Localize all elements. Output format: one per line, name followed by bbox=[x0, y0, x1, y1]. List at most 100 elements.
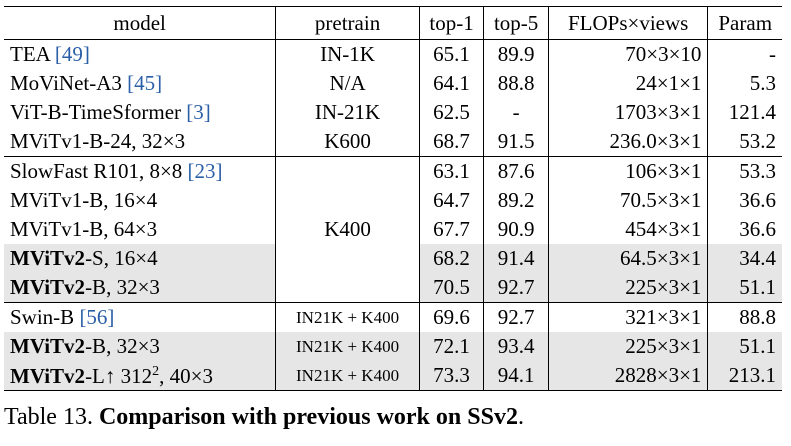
flops-cell: 70.5×3×1 bbox=[548, 186, 709, 215]
table-row: MoViNet-A3 [45] N/A 64.1 88.8 24×1×1 5.3 bbox=[4, 69, 782, 98]
citation-link[interactable]: [49] bbox=[54, 42, 90, 66]
table-row-highlighted: MViTv2-B, 32×3 IN21K + K400 72.1 93.4 22… bbox=[4, 332, 782, 361]
top5-cell: - bbox=[483, 98, 549, 127]
table-row-highlighted: MViTv2-S, 16×4 68.2 91.4 64.5×3×1 34.4 bbox=[4, 244, 782, 273]
top1-cell: 63.1 bbox=[419, 156, 485, 186]
caption-label: Table 13. bbox=[4, 404, 99, 430]
model-cell: MViTv1-B-24, 32×3 bbox=[4, 127, 277, 157]
group-1: TEA [49] IN-1K 65.1 89.9 70×3×10 - MoViN… bbox=[4, 39, 782, 157]
top5-cell: 94.1 bbox=[483, 361, 549, 391]
param-cell: 53.2 bbox=[739, 129, 776, 153]
top1-cell: 62.5 bbox=[419, 98, 485, 127]
flops-cell: 225×3×1 bbox=[548, 273, 709, 303]
superscript: 2 bbox=[152, 363, 160, 379]
param-cell: 213.1 bbox=[707, 361, 782, 391]
flops-cell: 70×3×10 bbox=[548, 39, 709, 69]
param-cell: 36.6 bbox=[739, 188, 776, 212]
pretrain-cell: IN21K + K400 bbox=[275, 332, 420, 361]
model-cell: MViTv1-B, 16×4 bbox=[4, 186, 277, 215]
header-row: model pretrain top-1 top-5 FLOPs×views P… bbox=[4, 6, 782, 40]
top1-cell: 67.7 bbox=[419, 215, 485, 244]
table-row: MViTv1-B, 64×3 67.7 90.9 454×3×1 36.6 bbox=[4, 215, 782, 244]
flops-cell: 454×3×1 bbox=[548, 215, 709, 244]
pretrain-cell: N/A bbox=[275, 69, 420, 98]
param-cell: 34.4 bbox=[707, 244, 782, 273]
comparison-table: model pretrain top-1 top-5 FLOPs×views P… bbox=[4, 6, 782, 391]
pretrain-cell: K600 bbox=[275, 127, 420, 157]
model-cell: Swin-B [56] bbox=[4, 302, 277, 332]
model-cell: MViTv2-B, 32×3 bbox=[4, 273, 277, 303]
top5-cell: 89.2 bbox=[483, 186, 549, 215]
param-cell: - bbox=[769, 42, 776, 66]
flops-cell: 64.5×3×1 bbox=[548, 244, 709, 273]
col-header-top5: top-5 bbox=[483, 6, 549, 40]
group-3: Swin-B [56] IN21K + K400 69.6 92.7 321×3… bbox=[4, 302, 782, 391]
table-row: MViTv1-B, 16×4 64.7 89.2 70.5×3×1 36.6 bbox=[4, 186, 782, 215]
flops-cell: 321×3×1 bbox=[548, 302, 709, 332]
top1-cell: 65.1 bbox=[419, 39, 485, 69]
top5-cell: 91.4 bbox=[483, 244, 549, 273]
top5-cell: 87.6 bbox=[483, 156, 549, 186]
table-row: TEA [49] IN-1K 65.1 89.9 70×3×10 - bbox=[4, 39, 782, 69]
table-row: MViTv1-B-24, 32×3 K600 68.7 91.5 236.0×3… bbox=[4, 127, 782, 157]
top1-cell: 68.2 bbox=[419, 244, 485, 273]
citation-link[interactable]: [56] bbox=[79, 305, 115, 329]
top1-cell: 64.7 bbox=[419, 186, 485, 215]
top5-cell: 89.9 bbox=[483, 39, 549, 69]
table-row: Swin-B [56] IN21K + K400 69.6 92.7 321×3… bbox=[4, 302, 782, 332]
top5-cell: 93.4 bbox=[483, 332, 549, 361]
pretrain-cell: IN21K + K400 bbox=[275, 302, 420, 332]
param-cell: 5.3 bbox=[749, 71, 776, 95]
col-header-top1: top-1 bbox=[419, 6, 485, 40]
flops-cell: 225×3×1 bbox=[548, 332, 709, 361]
param-cell: 121.4 bbox=[728, 100, 776, 124]
model-cell: TEA [49] bbox=[4, 39, 277, 69]
flops-cell: 2828×3×1 bbox=[548, 361, 709, 391]
pretrain-cell: IN21K + K400 bbox=[275, 361, 420, 391]
citation-link[interactable]: [23] bbox=[187, 159, 223, 183]
citation-link[interactable]: [3] bbox=[186, 100, 211, 124]
model-cell: SlowFast R101, 8×8 [23] bbox=[4, 156, 277, 186]
top1-cell: 69.6 bbox=[419, 302, 485, 332]
pretrain-cell: IN-1K bbox=[275, 39, 420, 69]
param-cell: 88.8 bbox=[707, 302, 782, 332]
flops-cell: 106×3×1 bbox=[548, 156, 709, 186]
col-header-model: model bbox=[4, 6, 277, 40]
model-cell: MViTv2-B, 32×3 bbox=[4, 332, 277, 361]
top5-cell: 92.7 bbox=[483, 273, 549, 303]
table-row-highlighted: MViTv2-L↑ 3122, 40×3 IN21K + K400 73.3 9… bbox=[4, 361, 782, 391]
citation-link[interactable]: [45] bbox=[127, 71, 163, 95]
param-cell: 51.1 bbox=[707, 273, 782, 303]
col-header-param: Param bbox=[707, 6, 782, 40]
model-cell: MViTv1-B, 64×3 bbox=[4, 215, 277, 244]
table-row-highlighted: MViTv2-B, 32×3 70.5 92.7 225×3×1 51.1 bbox=[4, 273, 782, 303]
model-cell: ViT-B-TimeSformer [3] bbox=[4, 98, 277, 127]
flops-cell: 1703×3×1 bbox=[548, 98, 709, 127]
model-cell: MoViNet-A3 [45] bbox=[4, 69, 277, 98]
top1-cell: 68.7 bbox=[419, 127, 485, 157]
param-cell: 53.3 bbox=[707, 156, 782, 186]
top1-cell: 64.1 bbox=[419, 69, 485, 98]
param-cell: 36.6 bbox=[739, 217, 776, 241]
top5-cell: 92.7 bbox=[483, 302, 549, 332]
top5-cell: 90.9 bbox=[483, 215, 549, 244]
top5-cell: 88.8 bbox=[483, 69, 549, 98]
col-header-pretrain: pretrain bbox=[275, 6, 420, 40]
group-2: SlowFast R101, 8×8 [23] K400 63.1 87.6 1… bbox=[4, 156, 782, 303]
flops-cell: 24×1×1 bbox=[548, 69, 709, 98]
table-row: SlowFast R101, 8×8 [23] K400 63.1 87.6 1… bbox=[4, 156, 782, 303]
pretrain-cell: IN-21K bbox=[275, 98, 420, 127]
top1-cell: 73.3 bbox=[419, 361, 485, 391]
flops-cell: 236.0×3×1 bbox=[548, 127, 709, 157]
model-cell: MViTv2-S, 16×4 bbox=[4, 244, 277, 273]
top5-cell: 91.5 bbox=[483, 127, 549, 157]
pretrain-cell-merged: K400 bbox=[275, 156, 420, 303]
table-caption: Table 13. Comparison with previous work … bbox=[4, 404, 524, 430]
col-header-flops: FLOPs×views bbox=[548, 6, 709, 40]
top1-cell: 72.1 bbox=[419, 332, 485, 361]
caption-title: Comparison with previous work on SSv2 bbox=[98, 404, 518, 430]
param-cell: 51.1 bbox=[707, 332, 782, 361]
model-cell: MViTv2-L↑ 3122, 40×3 bbox=[4, 361, 277, 391]
table-row: ViT-B-TimeSformer [3] IN-21K 62.5 - 1703… bbox=[4, 98, 782, 127]
